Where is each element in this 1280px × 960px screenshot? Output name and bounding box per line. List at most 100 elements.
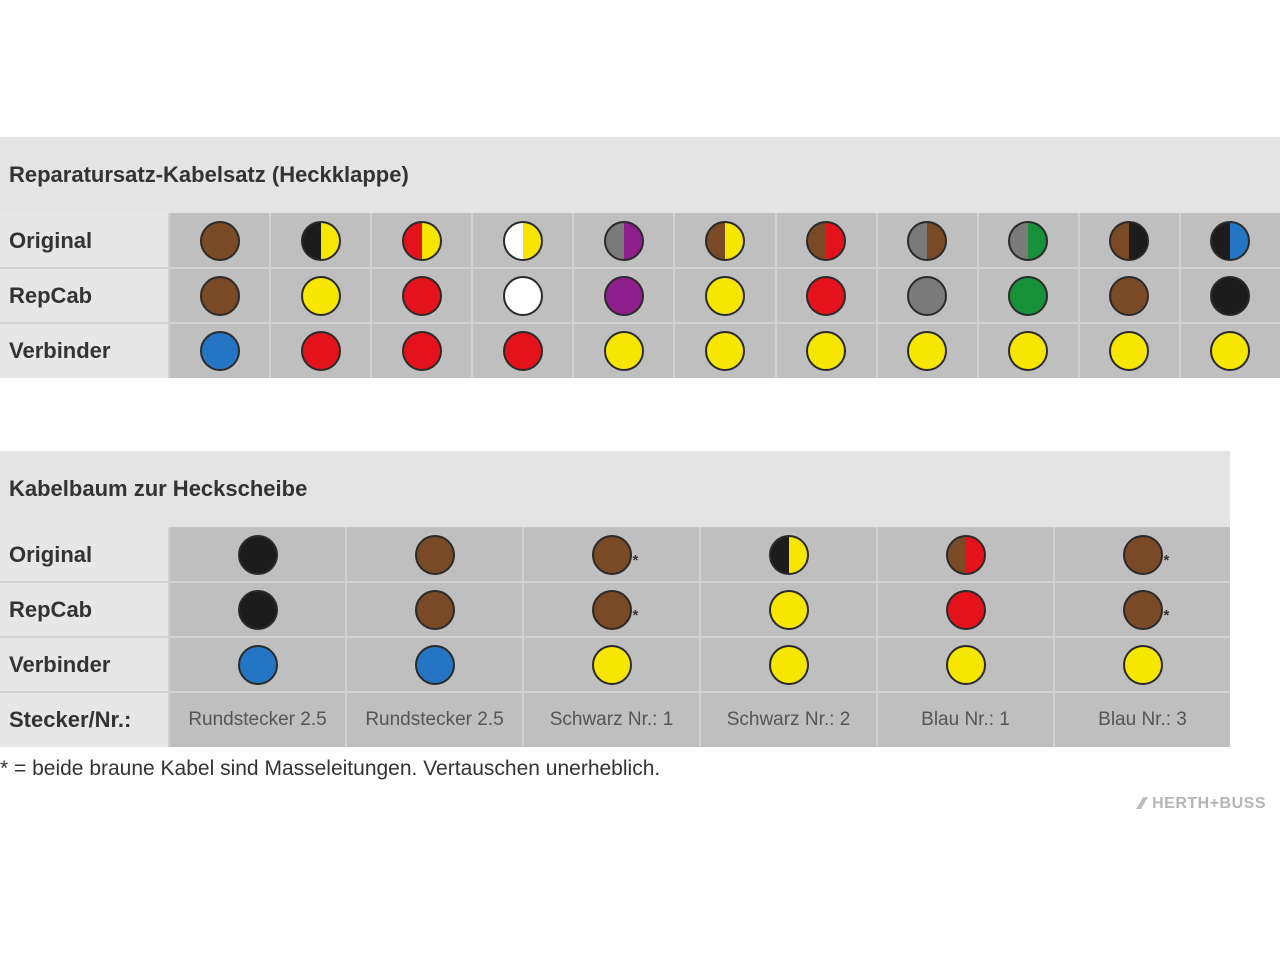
table-cell (168, 527, 345, 582)
row-divider (0, 267, 1280, 269)
brand-logo: HERTH+BUSS (1136, 795, 1266, 813)
wire-color-dot (401, 275, 442, 316)
wire-color-dot (414, 534, 455, 575)
table-cell (1178, 268, 1280, 323)
table-cell (774, 213, 876, 268)
table-cell (345, 527, 522, 582)
wire-color-dot (1008, 220, 1049, 261)
table-cell (522, 637, 699, 692)
wire-color-dot (704, 220, 745, 261)
wire-color-dot (806, 330, 847, 371)
ground-wire-marker: * (632, 551, 639, 569)
table-cell (370, 268, 472, 323)
row-label: Verbinder (0, 323, 168, 378)
wire-color-dot (1210, 330, 1251, 371)
table-cell (168, 323, 270, 378)
table-cell (471, 323, 573, 378)
row-label: Verbinder (0, 637, 168, 692)
table-cell (876, 527, 1053, 582)
wire-color-dot (401, 220, 442, 261)
wire-color-dot (1122, 644, 1163, 685)
table-cell (699, 637, 876, 692)
table-cell (673, 213, 775, 268)
table-cell (976, 323, 1078, 378)
wire-color-dot (1109, 220, 1150, 261)
table-cell (168, 213, 270, 268)
wire-color-dot (1210, 220, 1251, 261)
footnote: * = beide braune Kabel sind Masseleitung… (0, 757, 661, 780)
table-cell (976, 268, 1078, 323)
wire-color-dot (768, 589, 809, 630)
table-cell (875, 323, 977, 378)
wire-color-dot (199, 330, 240, 371)
table-cell: * (522, 527, 699, 582)
wire-color-dot (907, 220, 948, 261)
table-title: Kabelbaum zur Heckscheibe (0, 451, 1230, 527)
table-cell (1178, 213, 1280, 268)
plug-label: Rundstecker 2.5 (365, 708, 504, 730)
table-cell (875, 213, 977, 268)
wire-color-dot (806, 275, 847, 316)
wire-color-dot (1122, 589, 1163, 630)
plug-label: Schwarz Nr.: 2 (726, 708, 851, 730)
wire-color-dot (401, 330, 442, 371)
wire-color-dot (1008, 275, 1049, 316)
table-row: Verbinder (0, 323, 1280, 378)
brand-name: HERTH+BUSS (1152, 795, 1266, 812)
table-row: RepCab * * (0, 582, 1230, 637)
wire-color-dot (1109, 330, 1150, 371)
plug-label: Blau Nr.: 1 (921, 708, 1010, 730)
wire-color-dot (591, 534, 632, 575)
table-cell (345, 582, 522, 637)
table-cell: * (1053, 582, 1230, 637)
table-cell (774, 323, 876, 378)
row-label: Original (0, 213, 168, 268)
table-cell: Schwarz Nr.: 2 (699, 692, 876, 747)
ground-wire-marker: * (1163, 606, 1170, 624)
wire-color-dot (907, 330, 948, 371)
wire-color-dot (704, 330, 745, 371)
wire-color-dot (414, 589, 455, 630)
wire-color-dot (603, 220, 644, 261)
wire-color-dot (806, 220, 847, 261)
table-cell (1077, 213, 1179, 268)
table-cell (673, 268, 775, 323)
table-title: Reparatursatz-Kabelsatz (Heckklappe) (0, 137, 1280, 213)
row-label: Stecker/Nr.: (0, 692, 168, 747)
table-cell (168, 637, 345, 692)
table-cell (699, 582, 876, 637)
wire-color-dot (907, 275, 948, 316)
wire-color-dot (300, 330, 341, 371)
table-row: Original (0, 213, 1280, 268)
wire-color-dot (591, 589, 632, 630)
table-cell (1053, 637, 1230, 692)
row-label: Original (0, 527, 168, 582)
wire-color-dot (945, 644, 986, 685)
table-cell (370, 213, 472, 268)
table-cell (168, 268, 270, 323)
wire-color-dot (300, 275, 341, 316)
wire-color-dot (768, 534, 809, 575)
table-cell (875, 268, 977, 323)
table-cell (1077, 268, 1179, 323)
brand-mark-icon (1136, 797, 1149, 809)
row-divider (0, 691, 1230, 693)
table-cell (673, 323, 775, 378)
table-cell (471, 213, 573, 268)
plug-label: Schwarz Nr.: 1 (549, 708, 674, 730)
table-cell (370, 323, 472, 378)
table-cell (1077, 323, 1179, 378)
wire-color-dot (199, 275, 240, 316)
table-cell (774, 268, 876, 323)
table-cell (699, 527, 876, 582)
plug-label: Blau Nr.: 3 (1098, 708, 1187, 730)
wire-color-dot (945, 589, 986, 630)
table-cell (269, 268, 371, 323)
table-cell: Rundstecker 2.5 (168, 692, 345, 747)
table-cell (572, 323, 674, 378)
wire-color-dot (1008, 330, 1049, 371)
wire-color-dot (945, 534, 986, 575)
table-cell (572, 268, 674, 323)
table-row: RepCab (0, 268, 1280, 323)
wire-color-dot (603, 330, 644, 371)
